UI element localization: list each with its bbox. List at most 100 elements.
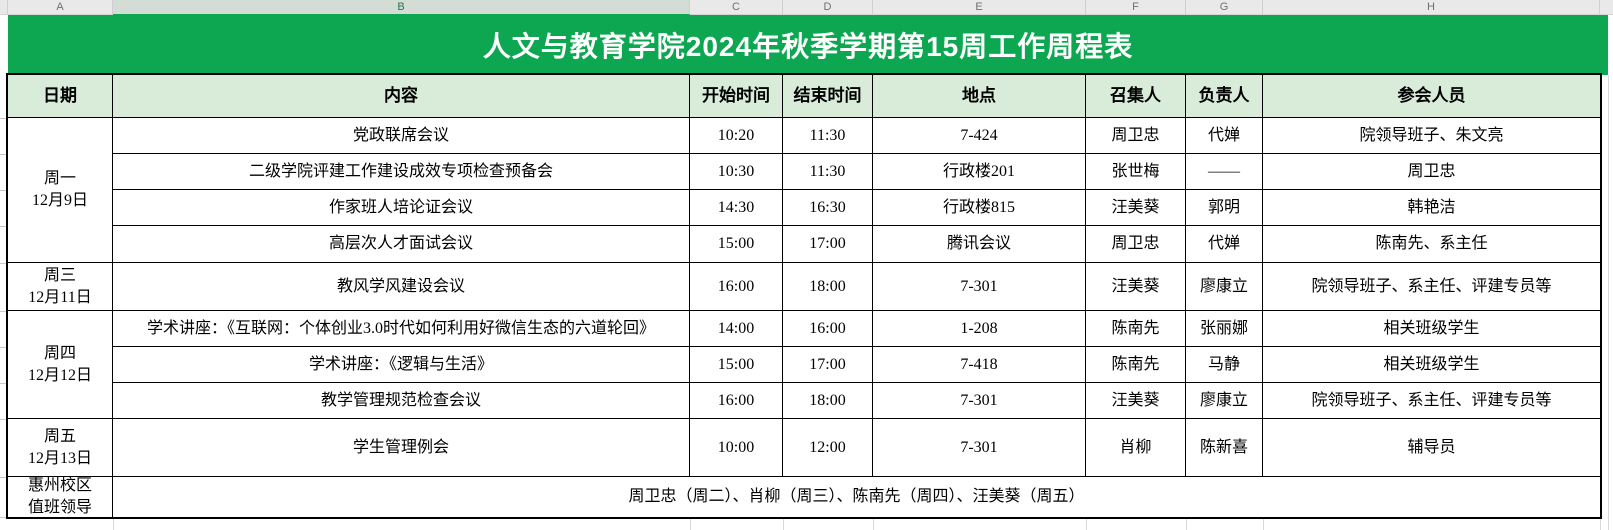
cell-r5-start[interactable]: 16:00 [690,263,783,311]
cell-r9-start[interactable]: 10:00 [690,419,783,477]
gridline [113,519,114,530]
cell-r8-location[interactable]: 7-301 [873,383,1086,419]
header-cell-responsible[interactable]: 负责人 [1186,75,1263,118]
cell-r7-start[interactable]: 15:00 [690,347,783,383]
cell-r5-responsible[interactable]: 廖康立 [1186,263,1263,311]
cell-r7-location[interactable]: 7-418 [873,347,1086,383]
cell-r1-convener[interactable]: 周卫忠 [1086,118,1186,154]
cell-r1-location[interactable]: 7-424 [873,118,1086,154]
column-header-b[interactable]: B [113,0,690,15]
cell-r9-location[interactable]: 7-301 [873,419,1086,477]
gridline [0,226,6,227]
cell-r8-responsible[interactable]: 廖康立 [1186,383,1263,419]
cell-r2-location[interactable]: 行政楼201 [873,154,1086,190]
cell-r6-end[interactable]: 16:00 [783,311,873,347]
cell-r6-attendees[interactable]: 相关班级学生 [1263,311,1600,347]
column-header-a[interactable]: A [8,0,113,15]
schedule-table: 日期 内容 开始时间 结束时间 地点 召集人 负责人 参会人员 周一 12月9日… [6,73,1602,519]
header-cell-end-time[interactable]: 结束时间 [783,75,873,118]
date-cell-monday[interactable]: 周一 12月9日 [8,118,113,263]
cell-r1-content[interactable]: 党政联席会议 [113,118,690,154]
row-header-corner [0,0,8,15]
cell-r3-content[interactable]: 作家班人培论证会议 [113,190,690,226]
cell-r4-attendees[interactable]: 陈南先、系主任 [1263,226,1600,263]
duty-label-line1: 惠州校区 [27,477,92,495]
cell-r7-attendees[interactable]: 相关班级学生 [1263,347,1600,383]
cell-r9-responsible[interactable]: 陈新喜 [1186,419,1263,477]
cell-r5-content[interactable]: 教风学风建设会议 [113,263,690,311]
cell-r8-start[interactable]: 16:00 [690,383,783,419]
cell-r2-attendees[interactable]: 周卫忠 [1263,154,1600,190]
cell-r8-content[interactable]: 教学管理规范检查会议 [113,383,690,419]
cell-r6-responsible[interactable]: 张丽娜 [1186,311,1263,347]
cell-r4-location[interactable]: 腾讯会议 [873,226,1086,263]
cell-r3-convener[interactable]: 汪美葵 [1086,190,1186,226]
cell-r2-end[interactable]: 11:30 [783,154,873,190]
cell-r8-convener[interactable]: 汪美葵 [1086,383,1186,419]
header-cell-date[interactable]: 日期 [8,75,113,118]
cell-r5-convener[interactable]: 汪美葵 [1086,263,1186,311]
duty-label-cell[interactable]: 惠州校区 值班领导 [8,477,113,517]
column-header-overflow [1600,0,1613,15]
cell-r3-start[interactable]: 14:30 [690,190,783,226]
gridline [1600,519,1601,530]
header-cell-convener[interactable]: 召集人 [1086,75,1186,118]
gridline [0,347,6,348]
cell-r9-content[interactable]: 学生管理例会 [113,419,690,477]
gridline [0,419,6,420]
gridline [690,519,691,530]
cell-r7-convener[interactable]: 陈南先 [1086,347,1186,383]
cell-r9-attendees[interactable]: 辅导员 [1263,419,1600,477]
column-header-d[interactable]: D [783,0,873,15]
cell-r3-attendees[interactable]: 韩艳洁 [1263,190,1600,226]
column-header-e[interactable]: E [873,0,1086,15]
cell-r5-attendees[interactable]: 院领导班子、系主任、评建专员等 [1263,263,1600,311]
cell-r4-end[interactable]: 17:00 [783,226,873,263]
cell-r5-end[interactable]: 18:00 [783,263,873,311]
cell-r5-location[interactable]: 7-301 [873,263,1086,311]
header-cell-content[interactable]: 内容 [113,75,690,118]
cell-r3-location[interactable]: 行政楼815 [873,190,1086,226]
cell-r8-end[interactable]: 18:00 [783,383,873,419]
date-cell-friday[interactable]: 周五 12月13日 [8,419,113,477]
cell-r2-start[interactable]: 10:30 [690,154,783,190]
cell-r6-location[interactable]: 1-208 [873,311,1086,347]
cell-r2-responsible[interactable]: —— [1186,154,1263,190]
cell-r4-responsible[interactable]: 代婵 [1186,226,1263,263]
column-header-c[interactable]: C [690,0,783,15]
date-cell-wednesday[interactable]: 周三 12月11日 [8,263,113,311]
column-header-f[interactable]: F [1086,0,1186,15]
header-cell-location[interactable]: 地点 [873,75,1086,118]
sheet-title-cell[interactable]: 人文与教育学院2024年秋季学期第15周工作周程表 [8,15,1608,75]
date-date: 12月11日 [28,288,92,306]
gridline [1086,519,1087,530]
cell-r2-convener[interactable]: 张世梅 [1086,154,1186,190]
date-date: 12月9日 [31,192,88,209]
date-cell-thursday[interactable]: 周四 12月12日 [8,311,113,419]
cell-r7-responsible[interactable]: 马静 [1186,347,1263,383]
cell-r4-content[interactable]: 高层次人才面试会议 [113,226,690,263]
cell-r4-convener[interactable]: 周卫忠 [1086,226,1186,263]
cell-r6-convener[interactable]: 陈南先 [1086,311,1186,347]
cell-r2-content[interactable]: 二级学院评建工作建设成效专项检查预备会 [113,154,690,190]
cell-r8-attendees[interactable]: 院领导班子、系主任、评建专员等 [1263,383,1600,419]
gridline [0,263,6,264]
cell-r6-content[interactable]: 学术讲座：《互联网：个体创业3.0时代如何利用好微信生态的六道轮回》 [113,311,690,347]
header-cell-attendees[interactable]: 参会人员 [1263,75,1600,118]
cell-r7-content[interactable]: 学术讲座：《逻辑与生活》 [113,347,690,383]
cell-r1-attendees[interactable]: 院领导班子、朱文亮 [1263,118,1600,154]
cell-r1-end[interactable]: 11:30 [783,118,873,154]
header-cell-start-time[interactable]: 开始时间 [690,75,783,118]
column-header-h[interactable]: H [1263,0,1600,15]
duty-value-cell[interactable]: 周卫忠（周二）、肖柳（周三）、陈南先（周四）、汪美葵（周五） [628,488,1085,506]
cell-r1-responsible[interactable]: 代婵 [1186,118,1263,154]
cell-r1-start[interactable]: 10:20 [690,118,783,154]
cell-r7-end[interactable]: 17:00 [783,347,873,383]
cell-r6-start[interactable]: 14:00 [690,311,783,347]
cell-r9-convener[interactable]: 肖柳 [1086,419,1186,477]
cell-r9-end[interactable]: 12:00 [783,419,873,477]
cell-r3-responsible[interactable]: 郭明 [1186,190,1263,226]
cell-r3-end[interactable]: 16:30 [783,190,873,226]
cell-r4-start[interactable]: 15:00 [690,226,783,263]
column-header-g[interactable]: G [1186,0,1263,15]
